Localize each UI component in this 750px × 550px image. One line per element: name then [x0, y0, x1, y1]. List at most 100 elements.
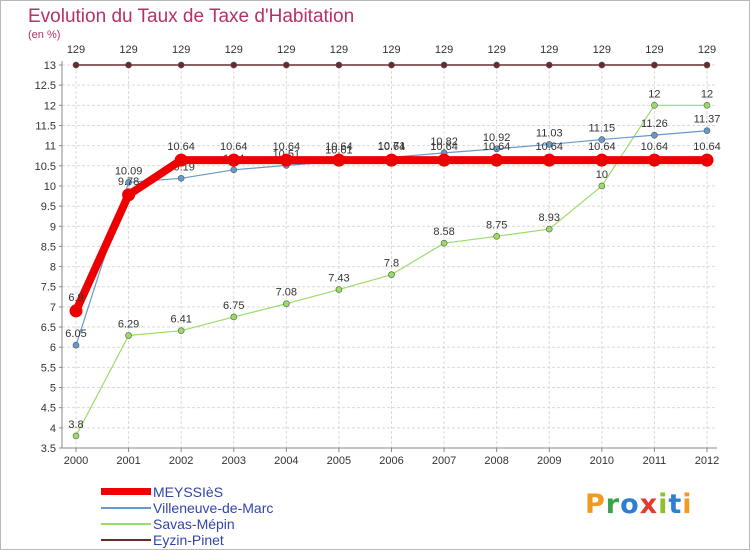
data-label: 7.08: [276, 287, 297, 299]
logo-letter: i: [658, 489, 669, 520]
logo-letter: o: [620, 489, 640, 520]
x-tick-label: 2001: [116, 455, 140, 467]
data-label: 10.64: [535, 141, 563, 153]
data-label: 12: [648, 88, 660, 100]
y-tick-label: 7: [50, 302, 56, 314]
data-point: [332, 153, 346, 167]
data-point: [230, 166, 238, 174]
y-tick-label: 5: [50, 383, 56, 395]
data-point: [647, 153, 661, 167]
y-tick-label: 8.5: [41, 241, 56, 253]
data-point: [545, 141, 553, 148]
data-point: [493, 233, 500, 240]
data-label: 129: [172, 44, 190, 56]
legend-swatch: [101, 507, 151, 509]
y-tick-label: 7.5: [41, 282, 56, 294]
chart-title: Evolution du Taux de Taxe d'Habitation: [28, 6, 355, 27]
data-label: 6.75: [223, 300, 244, 312]
data-label: 7.43: [328, 273, 349, 285]
data-point: [283, 61, 290, 69]
y-tick-label: 6.5: [41, 322, 56, 334]
data-point: [490, 153, 504, 167]
legend-label: Savas-Mépin: [153, 516, 235, 532]
legend-label: Villeneuve-de-Marc: [153, 500, 274, 516]
data-point: [125, 332, 132, 339]
data-point: [230, 61, 238, 69]
data-label: 129: [487, 44, 505, 56]
x-tick-label: 2004: [274, 455, 298, 467]
legend-label: Eyzin-Pinet: [153, 532, 224, 548]
data-point: [700, 153, 714, 167]
data-label: 6.05: [65, 328, 86, 340]
y-tick-label: 11.5: [35, 120, 56, 132]
data-label: 129: [277, 44, 295, 56]
data-point: [651, 102, 658, 109]
x-tick-label: 2010: [590, 455, 614, 467]
data-point: [598, 61, 606, 69]
y-tick-label: 4.5: [41, 403, 56, 415]
data-label: 10: [596, 169, 608, 181]
data-label: 9.78: [118, 176, 139, 188]
data-point: [227, 153, 241, 167]
data-point: [598, 136, 606, 143]
data-point: [177, 174, 185, 182]
data-label: 129: [593, 44, 611, 56]
data-label: 129: [540, 44, 558, 56]
data-label: 10.64: [483, 141, 511, 153]
data-label: 10.82: [430, 136, 458, 148]
data-point: [437, 153, 451, 167]
data-label: 129: [382, 44, 400, 56]
data-label: 10.64: [325, 141, 353, 153]
data-point: [703, 102, 711, 109]
x-tick-label: 2012: [695, 455, 719, 467]
logo-letter: t: [668, 489, 683, 520]
x-tick-label: 2000: [64, 455, 88, 467]
data-label: 3.8: [68, 419, 83, 431]
data-label: 8.58: [433, 226, 454, 238]
data-point: [279, 153, 293, 167]
legend-swatch: [101, 539, 151, 541]
y-tick-label: 10: [44, 181, 56, 193]
data-label: 10.64: [588, 141, 616, 153]
data-point: [651, 61, 658, 69]
legend-swatch: [101, 488, 151, 495]
data-label: 10.09: [115, 165, 143, 177]
data-point: [125, 61, 132, 69]
y-axis-unit-label: (en %): [28, 29, 61, 41]
data-point: [230, 313, 238, 321]
data-point: [703, 127, 711, 135]
y-tick-label: 9: [50, 221, 56, 233]
data-label: 129: [435, 44, 453, 56]
data-label: 6.41: [170, 314, 191, 326]
data-label: 6.29: [118, 319, 139, 331]
data-point: [542, 153, 556, 167]
data-point: [545, 225, 553, 233]
data-point: [72, 61, 80, 69]
data-label: 10.61: [325, 144, 353, 156]
data-label: 12: [701, 88, 713, 100]
y-tick-label: 12.5: [35, 80, 56, 92]
data-point: [385, 153, 398, 167]
plot-area: [62, 61, 717, 448]
data-label: 10.64: [167, 141, 195, 153]
logo-letter: r: [605, 489, 621, 520]
logo-letter: i: [682, 489, 693, 520]
y-tick-label: 10.5: [35, 161, 56, 173]
x-tick-label: 2009: [537, 455, 561, 467]
data-point: [440, 239, 448, 247]
data-label: 10.64: [430, 141, 458, 153]
y-tick-label: 3.5: [41, 443, 56, 455]
y-tick-label: 5.5: [41, 362, 56, 374]
data-point: [69, 304, 83, 318]
y-tick-label: 9.5: [41, 201, 56, 213]
y-tick-label: 4: [50, 423, 56, 435]
data-label: 11.26: [641, 118, 668, 130]
data-point: [125, 179, 132, 186]
data-label: 8.75: [486, 219, 507, 231]
data-point: [122, 188, 136, 202]
data-point: [703, 61, 711, 69]
data-label: 11.03: [536, 127, 563, 139]
data-point: [177, 61, 185, 69]
